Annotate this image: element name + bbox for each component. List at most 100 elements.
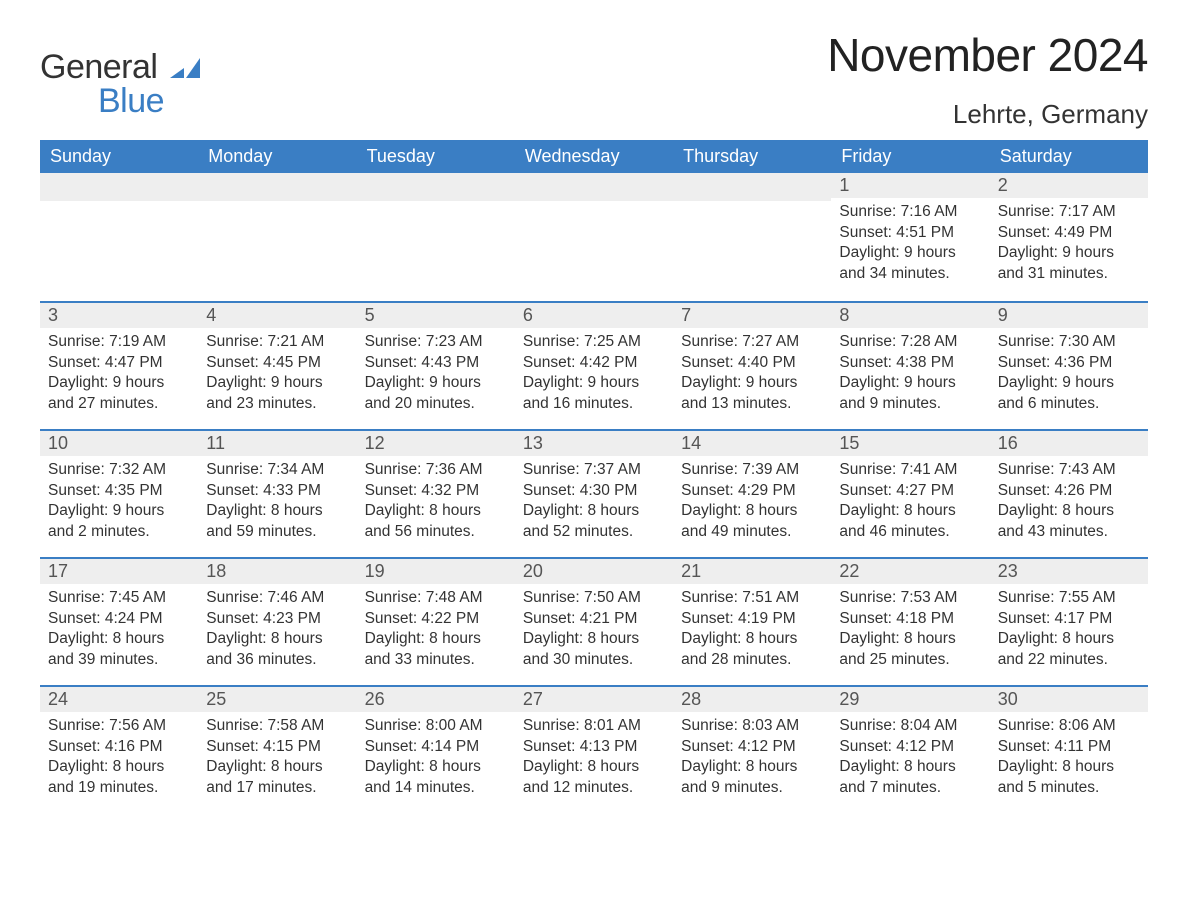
day-number: 30 <box>990 685 1148 712</box>
calendar-day-cell: 26Sunrise: 8:00 AMSunset: 4:14 PMDayligh… <box>357 685 515 813</box>
calendar-day-cell: 19Sunrise: 7:48 AMSunset: 4:22 PMDayligh… <box>357 557 515 685</box>
day-number: 7 <box>673 301 831 328</box>
daylight-line-1: Daylight: 9 hours <box>48 501 190 522</box>
weekday-header: Friday <box>831 140 989 173</box>
sunrise-line: Sunrise: 7:34 AM <box>206 460 348 481</box>
logo-word-1: General <box>40 48 157 86</box>
day-number <box>515 173 673 201</box>
day-number <box>673 173 831 201</box>
sunrise-line: Sunrise: 8:04 AM <box>839 716 981 737</box>
daylight-line-1: Daylight: 9 hours <box>681 373 823 394</box>
calendar-day-cell: 22Sunrise: 7:53 AMSunset: 4:18 PMDayligh… <box>831 557 989 685</box>
day-details: Sunrise: 7:36 AMSunset: 4:32 PMDaylight:… <box>357 456 515 550</box>
sunset-line: Sunset: 4:12 PM <box>681 737 823 758</box>
day-details <box>357 201 515 211</box>
day-number: 1 <box>831 173 989 198</box>
day-details: Sunrise: 7:27 AMSunset: 4:40 PMDaylight:… <box>673 328 831 422</box>
sunrise-line: Sunrise: 7:32 AM <box>48 460 190 481</box>
sunset-line: Sunset: 4:30 PM <box>523 481 665 502</box>
day-number: 18 <box>198 557 356 584</box>
daylight-line-1: Daylight: 9 hours <box>365 373 507 394</box>
sunrise-line: Sunrise: 7:17 AM <box>998 202 1140 223</box>
daylight-line-2: and 12 minutes. <box>523 778 665 799</box>
day-details <box>515 201 673 211</box>
daylight-line-2: and 36 minutes. <box>206 650 348 671</box>
day-number: 29 <box>831 685 989 712</box>
day-details: Sunrise: 7:25 AMSunset: 4:42 PMDaylight:… <box>515 328 673 422</box>
day-number <box>357 173 515 201</box>
weekday-header: Saturday <box>990 140 1148 173</box>
day-details: Sunrise: 8:03 AMSunset: 4:12 PMDaylight:… <box>673 712 831 806</box>
sunset-line: Sunset: 4:35 PM <box>48 481 190 502</box>
sunrise-line: Sunrise: 7:50 AM <box>523 588 665 609</box>
calendar-day-cell: 3Sunrise: 7:19 AMSunset: 4:47 PMDaylight… <box>40 301 198 429</box>
daylight-line-1: Daylight: 9 hours <box>48 373 190 394</box>
day-number: 27 <box>515 685 673 712</box>
sunset-line: Sunset: 4:33 PM <box>206 481 348 502</box>
day-number: 19 <box>357 557 515 584</box>
calendar-day-cell: 23Sunrise: 7:55 AMSunset: 4:17 PMDayligh… <box>990 557 1148 685</box>
calendar-day-cell: 5Sunrise: 7:23 AMSunset: 4:43 PMDaylight… <box>357 301 515 429</box>
day-details: Sunrise: 8:04 AMSunset: 4:12 PMDaylight:… <box>831 712 989 806</box>
day-details: Sunrise: 7:39 AMSunset: 4:29 PMDaylight:… <box>673 456 831 550</box>
daylight-line-1: Daylight: 9 hours <box>523 373 665 394</box>
calendar-day-cell: 8Sunrise: 7:28 AMSunset: 4:38 PMDaylight… <box>831 301 989 429</box>
sunset-line: Sunset: 4:29 PM <box>681 481 823 502</box>
daylight-line-2: and 56 minutes. <box>365 522 507 543</box>
daylight-line-1: Daylight: 8 hours <box>681 629 823 650</box>
sunset-line: Sunset: 4:15 PM <box>206 737 348 758</box>
sunrise-line: Sunrise: 7:56 AM <box>48 716 190 737</box>
sunrise-line: Sunrise: 7:16 AM <box>839 202 981 223</box>
sunrise-line: Sunrise: 7:19 AM <box>48 332 190 353</box>
calendar-day-cell: 7Sunrise: 7:27 AMSunset: 4:40 PMDaylight… <box>673 301 831 429</box>
calendar-day-cell: 13Sunrise: 7:37 AMSunset: 4:30 PMDayligh… <box>515 429 673 557</box>
daylight-line-1: Daylight: 9 hours <box>839 373 981 394</box>
sunrise-line: Sunrise: 7:36 AM <box>365 460 507 481</box>
day-number: 4 <box>198 301 356 328</box>
day-number: 2 <box>990 173 1148 198</box>
daylight-line-2: and 59 minutes. <box>206 522 348 543</box>
day-number: 8 <box>831 301 989 328</box>
day-details: Sunrise: 7:23 AMSunset: 4:43 PMDaylight:… <box>357 328 515 422</box>
day-number <box>198 173 356 201</box>
daylight-line-2: and 43 minutes. <box>998 522 1140 543</box>
daylight-line-2: and 33 minutes. <box>365 650 507 671</box>
sunset-line: Sunset: 4:13 PM <box>523 737 665 758</box>
calendar-week-row: 1Sunrise: 7:16 AMSunset: 4:51 PMDaylight… <box>40 173 1148 301</box>
sunset-line: Sunset: 4:22 PM <box>365 609 507 630</box>
day-number: 12 <box>357 429 515 456</box>
daylight-line-2: and 19 minutes. <box>48 778 190 799</box>
sunset-line: Sunset: 4:43 PM <box>365 353 507 374</box>
sunrise-line: Sunrise: 8:06 AM <box>998 716 1140 737</box>
day-details: Sunrise: 7:58 AMSunset: 4:15 PMDaylight:… <box>198 712 356 806</box>
daylight-line-1: Daylight: 8 hours <box>523 629 665 650</box>
location-subtitle: Lehrte, Germany <box>827 99 1148 130</box>
daylight-line-2: and 2 minutes. <box>48 522 190 543</box>
calendar-week-row: 17Sunrise: 7:45 AMSunset: 4:24 PMDayligh… <box>40 557 1148 685</box>
day-details: Sunrise: 7:53 AMSunset: 4:18 PMDaylight:… <box>831 584 989 678</box>
sunset-line: Sunset: 4:27 PM <box>839 481 981 502</box>
day-number: 15 <box>831 429 989 456</box>
daylight-line-2: and 30 minutes. <box>523 650 665 671</box>
weekday-header: Wednesday <box>515 140 673 173</box>
sunset-line: Sunset: 4:12 PM <box>839 737 981 758</box>
sunset-line: Sunset: 4:47 PM <box>48 353 190 374</box>
calendar-day-cell: 17Sunrise: 7:45 AMSunset: 4:24 PMDayligh… <box>40 557 198 685</box>
day-number: 22 <box>831 557 989 584</box>
sunrise-line: Sunrise: 7:55 AM <box>998 588 1140 609</box>
calendar-week-row: 24Sunrise: 7:56 AMSunset: 4:16 PMDayligh… <box>40 685 1148 813</box>
logo-word-2: Blue <box>40 82 164 120</box>
calendar-day-cell: 4Sunrise: 7:21 AMSunset: 4:45 PMDaylight… <box>198 301 356 429</box>
daylight-line-1: Daylight: 8 hours <box>839 757 981 778</box>
day-number: 14 <box>673 429 831 456</box>
calendar-day-cell: 12Sunrise: 7:36 AMSunset: 4:32 PMDayligh… <box>357 429 515 557</box>
daylight-line-2: and 22 minutes. <box>998 650 1140 671</box>
daylight-line-1: Daylight: 8 hours <box>365 757 507 778</box>
calendar-day-cell: 2Sunrise: 7:17 AMSunset: 4:49 PMDaylight… <box>990 173 1148 301</box>
day-number: 17 <box>40 557 198 584</box>
calendar-day-cell <box>198 173 356 301</box>
sunrise-line: Sunrise: 7:46 AM <box>206 588 348 609</box>
calendar-day-cell: 15Sunrise: 7:41 AMSunset: 4:27 PMDayligh… <box>831 429 989 557</box>
weekday-header: Thursday <box>673 140 831 173</box>
sunset-line: Sunset: 4:19 PM <box>681 609 823 630</box>
